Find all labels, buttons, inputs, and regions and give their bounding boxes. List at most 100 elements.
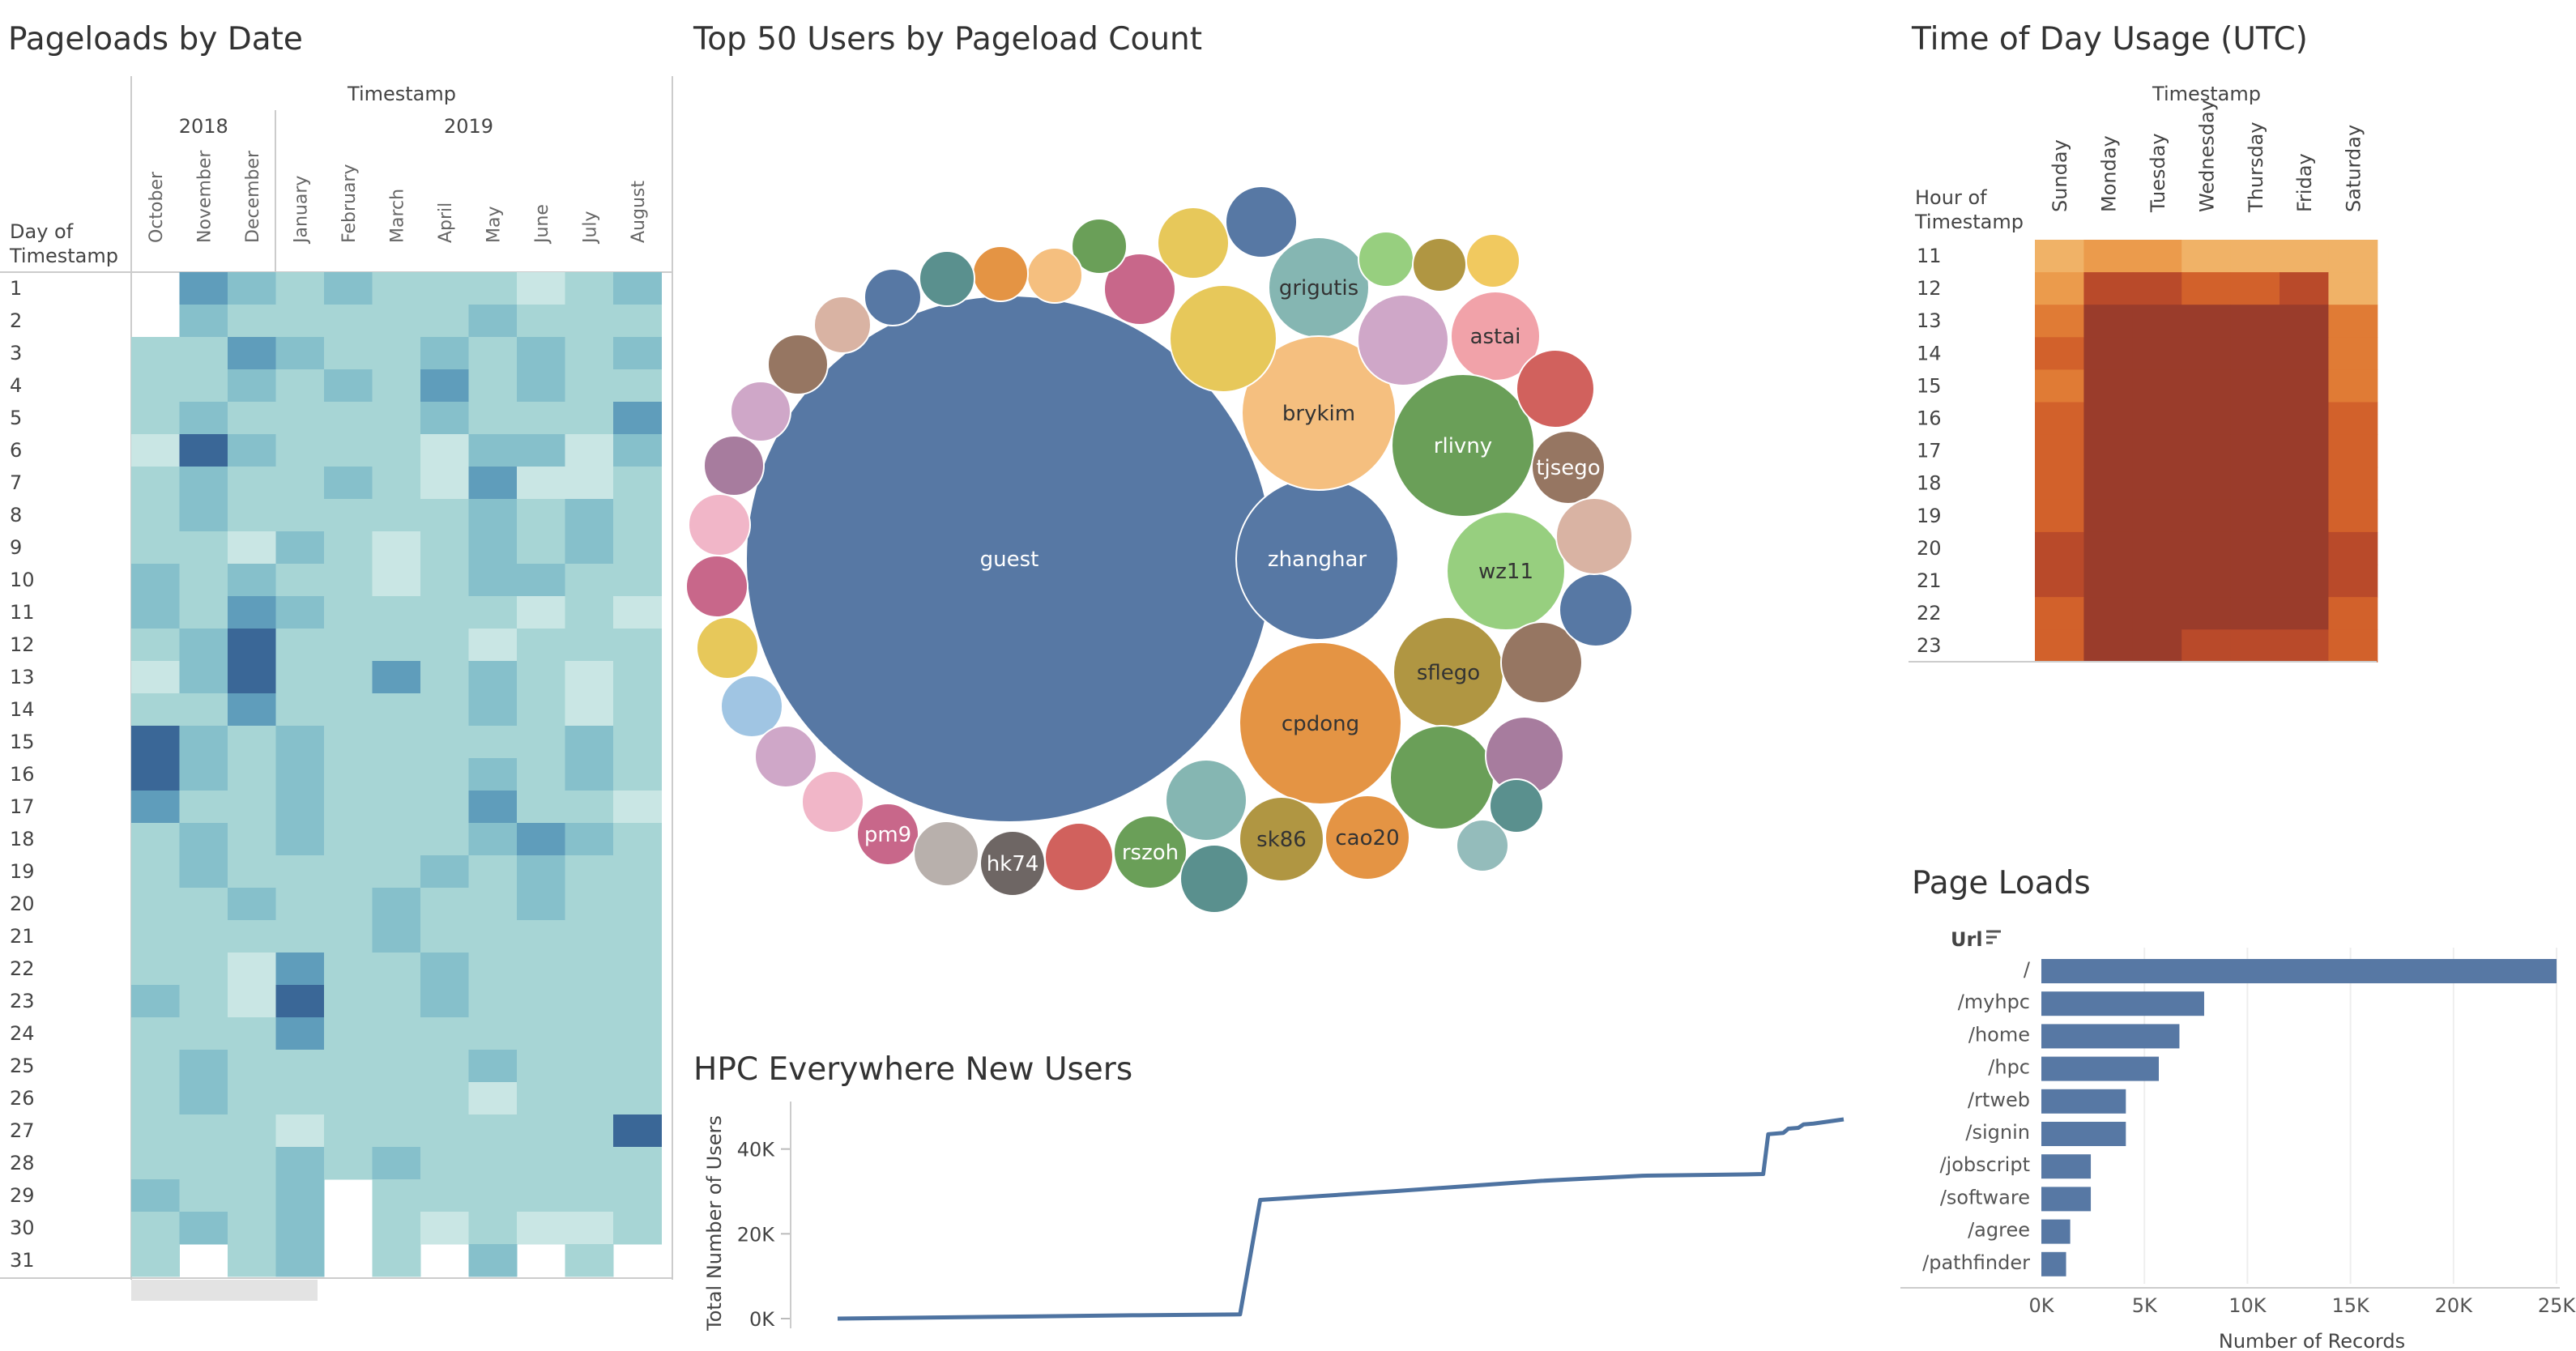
calendar-cell	[468, 531, 518, 565]
hour-label: 17	[1917, 440, 1942, 462]
user-bubble	[1165, 759, 1247, 842]
calendar-cell	[468, 726, 518, 759]
page-load-bar	[2041, 959, 2557, 983]
calendar-cell	[324, 305, 373, 338]
calendar-cell	[372, 272, 421, 305]
calendar-cell	[324, 402, 373, 435]
time-of-day-title: Time of Day Usage (UTC)	[1912, 21, 2308, 58]
time-of-day-cell	[2280, 305, 2329, 338]
calendar-cell	[324, 564, 373, 597]
sort-icon	[1986, 930, 2001, 944]
calendar-cell	[228, 1082, 276, 1115]
calendar-cell	[179, 629, 228, 662]
calendar-cell	[372, 985, 421, 1018]
calendar-cell	[517, 920, 565, 953]
calendar-cell	[228, 758, 276, 791]
calendar-cell	[324, 1050, 373, 1083]
calendar-cell	[468, 1212, 518, 1245]
calendar-cell	[324, 629, 373, 662]
user-bubble	[1450, 291, 1541, 381]
calendar-cell	[565, 1147, 614, 1180]
calendar-cell	[275, 758, 325, 791]
calendar-cell	[517, 402, 565, 435]
time-of-day-cell	[2083, 629, 2134, 663]
calendar-month-label: June	[532, 204, 552, 245]
calendar-cell	[228, 1114, 276, 1148]
calendar-cell	[565, 369, 614, 403]
user-bubble-label: wz11	[1478, 560, 1533, 584]
calendar-cell	[324, 693, 373, 727]
calendar-cell	[517, 1017, 565, 1051]
calendar-cell	[372, 1017, 421, 1051]
time-of-day-cell	[2083, 565, 2134, 598]
time-of-day-cell	[2181, 434, 2232, 468]
calendar-cell	[179, 1147, 228, 1180]
calendar-cell	[420, 337, 469, 370]
calendar-cell	[517, 823, 565, 856]
calendar-cell	[613, 369, 662, 403]
calendar-day-label: 29	[10, 1184, 35, 1207]
calendar-cell	[372, 531, 421, 565]
calendar-cell	[372, 791, 421, 824]
calendar-cell	[517, 1050, 565, 1083]
user-bubble	[703, 435, 765, 497]
calendar-cell	[131, 1179, 180, 1212]
calendar-cell	[420, 693, 469, 727]
calendar-cell	[324, 337, 373, 370]
weekday-label: Wednesday	[2195, 100, 2218, 212]
calendar-cell	[420, 1050, 469, 1083]
calendar-cell	[372, 661, 421, 694]
calendar-cell	[565, 758, 614, 791]
user-bubble	[864, 268, 922, 326]
time-of-day-cell	[2035, 305, 2084, 338]
user-bubble	[1465, 233, 1520, 288]
time-of-day-cell	[2181, 629, 2232, 663]
calendar-cell	[131, 1212, 180, 1245]
time-of-day-cell	[2280, 337, 2329, 370]
calendar-cell	[468, 1017, 518, 1051]
calendar-cell	[517, 1082, 565, 1115]
calendar-cell	[468, 402, 518, 435]
calendar-cell	[131, 693, 180, 727]
calendar-cell	[468, 953, 518, 986]
calendar-month-label: October	[147, 171, 167, 243]
time-of-day-cell	[2132, 565, 2182, 598]
calendar-cell	[324, 823, 373, 856]
page-load-bar	[2041, 1024, 2180, 1049]
calendar-cell	[565, 1212, 614, 1245]
user-bubble	[1225, 185, 1298, 258]
calendar-cell	[420, 531, 469, 565]
url-label: /software	[1940, 1186, 2030, 1208]
calendar-cell	[565, 531, 614, 565]
calendar-cell	[179, 953, 228, 986]
time-of-day-cell	[2328, 337, 2378, 370]
calendar-cell	[179, 693, 228, 727]
calendar-cell	[468, 629, 518, 662]
user-bubble	[1357, 294, 1449, 386]
calendar-cell	[131, 920, 180, 953]
calendar-cell	[468, 467, 518, 500]
calendar-cell	[275, 1082, 325, 1115]
calendar-cell	[324, 661, 373, 694]
calendar-cell	[613, 402, 662, 435]
user-bubble-label: cpdong	[1282, 712, 1359, 736]
time-of-day-cell	[2328, 402, 2378, 436]
time-of-day-cell	[2230, 369, 2280, 403]
calendar-cell	[517, 369, 565, 403]
time-of-day-cell	[2328, 272, 2378, 305]
calendar-month-label: August	[629, 181, 649, 243]
calendar-cell	[420, 305, 469, 338]
calendar-cell	[228, 531, 276, 565]
calendar-month-label: February	[339, 164, 360, 244]
calendar-cell	[372, 953, 421, 986]
calendar-cell	[420, 272, 469, 305]
calendar-cell	[228, 985, 276, 1018]
time-of-day-cell	[2035, 531, 2084, 565]
calendar-cell	[179, 564, 228, 597]
calendar-cell	[324, 531, 373, 565]
time-of-day-cell	[2035, 337, 2084, 370]
calendar-cell	[179, 1082, 228, 1115]
calendar-row-header-line1: Day of	[10, 220, 74, 243]
time-of-day-cell	[2035, 565, 2084, 598]
weekday-label: Thursday	[2245, 121, 2267, 213]
